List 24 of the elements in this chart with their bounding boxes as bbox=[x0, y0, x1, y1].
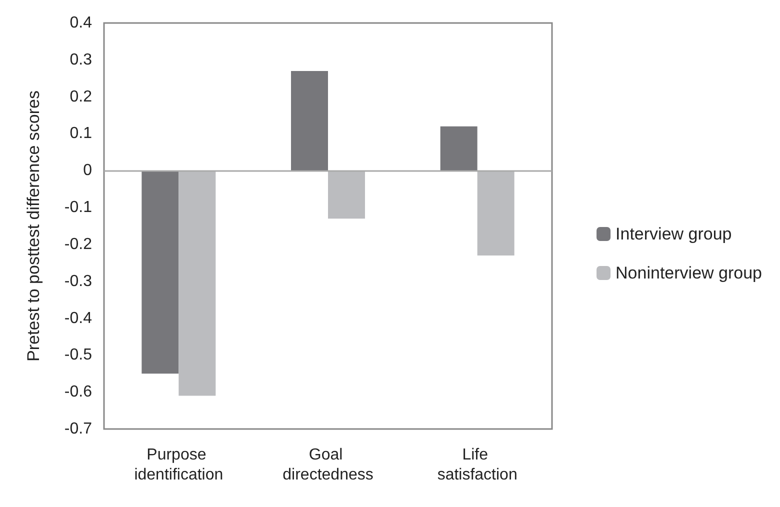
y-tick-label: 0.4 bbox=[70, 14, 92, 32]
bar bbox=[477, 170, 514, 256]
bar bbox=[291, 70, 328, 171]
y-tick-label: -0.6 bbox=[64, 384, 92, 401]
y-tick-label: -0.7 bbox=[64, 420, 92, 438]
y-axis-title: Pretest to posttest difference scores bbox=[24, 90, 43, 362]
x-tick-label: Life satisfaction bbox=[437, 446, 518, 484]
bar bbox=[440, 126, 478, 171]
y-tick-label: 0 bbox=[83, 162, 92, 180]
y-tick-label: 0.3 bbox=[70, 51, 92, 68]
y-tick-label: -0.3 bbox=[64, 272, 92, 290]
y-tick-label: -0.1 bbox=[64, 199, 92, 216]
legend-label: Interview group bbox=[616, 224, 732, 244]
x-tick-label: Goal directedness bbox=[282, 446, 374, 484]
y-tick-label: -0.2 bbox=[64, 236, 92, 253]
y-tick-label: -0.5 bbox=[64, 346, 92, 364]
y-tick-label: 0.1 bbox=[70, 125, 92, 142]
y-tick-label: -0.4 bbox=[64, 310, 92, 327]
x-tick-label: Purpose identification bbox=[134, 446, 224, 484]
bar bbox=[328, 170, 365, 219]
bar bbox=[178, 170, 216, 396]
bar bbox=[142, 170, 179, 374]
y-tick-label: 0.2 bbox=[70, 88, 92, 106]
legend-label: Noninterview group bbox=[616, 264, 762, 282]
